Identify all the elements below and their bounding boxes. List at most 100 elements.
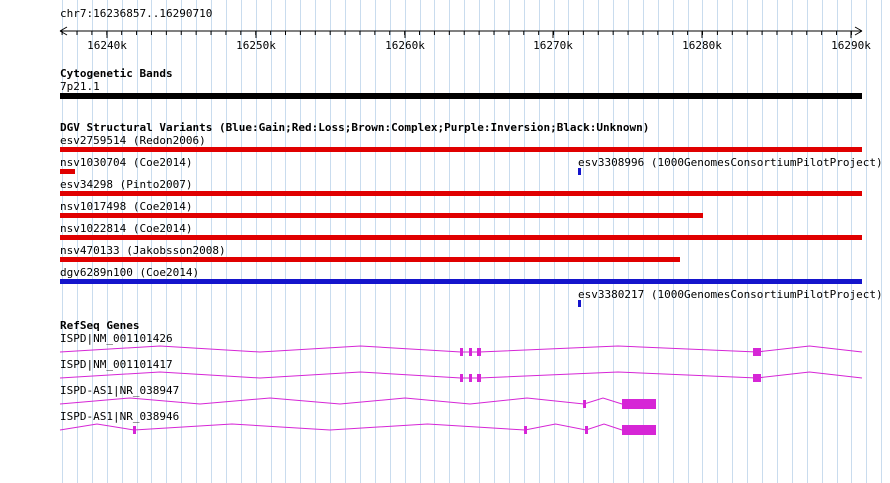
gridline — [866, 0, 868, 483]
gridline — [553, 0, 555, 483]
gene-exon — [477, 374, 481, 382]
gridline — [419, 0, 421, 483]
gridline — [151, 0, 153, 483]
gene-exon — [524, 426, 527, 434]
variant-bar-esv34298[interactable] — [60, 191, 862, 196]
variant-label-nsv1030704[interactable]: nsv1030704 (Coe2014) — [60, 156, 193, 169]
gene-exon — [753, 348, 761, 356]
gridline — [747, 0, 749, 483]
gridline — [642, 0, 644, 483]
cytoband-label: 7p21.1 — [60, 80, 100, 93]
gene-terminal-exon — [622, 399, 656, 409]
gene-exon — [460, 348, 463, 356]
ruler-tick-label: 16260k — [385, 39, 425, 52]
gridline — [881, 0, 883, 483]
gridline — [493, 0, 495, 483]
ruler-left-arrow-icon — [59, 30, 68, 36]
gene-model[interactable] — [0, 395, 890, 415]
gene-exon — [583, 400, 586, 408]
gene-model[interactable] — [0, 369, 890, 389]
gene-label[interactable]: ISPD-AS1|NR_038946 — [60, 410, 180, 423]
gridline — [106, 0, 108, 483]
gene-exon — [585, 426, 588, 434]
refseq-track-title: RefSeq Genes — [60, 319, 140, 332]
cytoband-bar[interactable] — [60, 93, 862, 99]
gridline — [330, 0, 332, 483]
gene-intron-line — [59, 397, 623, 405]
gridline — [657, 0, 659, 483]
gridline — [240, 0, 242, 483]
gene-model[interactable] — [0, 421, 890, 441]
variant-bar-esv3308996[interactable] — [578, 168, 581, 175]
variant-bar-nsv1017498[interactable] — [60, 213, 703, 218]
gridline — [702, 0, 704, 483]
variant-bar-nsv1022814[interactable] — [60, 235, 862, 240]
gridline — [628, 0, 630, 483]
cytogenetic-bands-title: Cytogenetic Bands — [60, 67, 173, 80]
gene-exon — [133, 426, 136, 434]
gridline — [568, 0, 570, 483]
gridline — [449, 0, 451, 483]
gridline — [479, 0, 481, 483]
gridline — [136, 0, 138, 483]
gene-exon — [477, 348, 481, 356]
region-label: chr7:16236857..16290710 — [60, 7, 213, 20]
gridline — [374, 0, 376, 483]
gridline — [851, 0, 853, 483]
coordinate-ruler: 16240k 16250k 16260k 16270k 16280k 16290k — [59, 26, 871, 52]
gridline — [91, 0, 93, 483]
variant-label-nsv1022814[interactable]: nsv1022814 (Coe2014) — [60, 222, 193, 235]
gridline — [315, 0, 317, 483]
gridline — [508, 0, 510, 483]
variant-bar-esv3380217[interactable] — [578, 300, 581, 307]
gridline — [523, 0, 525, 483]
gridline — [732, 0, 734, 483]
variant-bar-esv2759514[interactable] — [60, 147, 862, 152]
ruler-tick-label: 16280k — [682, 39, 722, 52]
gene-label[interactable]: ISPD|NM_001101417 — [60, 358, 173, 371]
ruler-tick-label: 16250k — [236, 39, 276, 52]
variant-label-nsv470133[interactable]: nsv470133 (Jakobsson2008) — [60, 244, 226, 257]
variant-label-nsv1017498[interactable]: nsv1017498 (Coe2014) — [60, 200, 193, 213]
ruler-left-arrow-icon — [59, 26, 68, 32]
gridline — [255, 0, 257, 483]
gridline — [464, 0, 466, 483]
gridline — [404, 0, 406, 483]
gridline — [613, 0, 615, 483]
gridline — [583, 0, 585, 483]
gridline — [389, 0, 391, 483]
gene-intron-line — [59, 423, 623, 431]
gridline — [717, 0, 719, 483]
gridline — [62, 0, 64, 483]
variant-label-esv3380217[interactable]: esv3380217 (1000GenomesConsortiumPilotPr… — [578, 288, 883, 301]
gene-label[interactable]: ISPD|NM_001101426 — [60, 332, 173, 345]
gridline — [196, 0, 198, 483]
ruler-tick-label: 16240k — [87, 39, 127, 52]
gridline — [76, 0, 78, 483]
variant-label-dgv6289n100[interactable]: dgv6289n100 (Coe2014) — [60, 266, 200, 279]
gridline — [166, 0, 168, 483]
variant-bar-dgv6289n100[interactable] — [60, 279, 862, 284]
variant-bar-nsv1030704[interactable] — [60, 169, 75, 174]
ruler-tick-label: 16270k — [533, 39, 573, 52]
gene-exon — [469, 348, 472, 356]
gridline — [598, 0, 600, 483]
gridline — [345, 0, 347, 483]
variant-label-esv2759514[interactable]: esv2759514 (Redon2006) — [60, 134, 206, 147]
variant-label-esv3308996[interactable]: esv3308996 (1000GenomesConsortiumPilotPr… — [578, 156, 883, 169]
gridline — [285, 0, 287, 483]
variant-bar-nsv470133[interactable] — [60, 257, 680, 262]
gridline — [225, 0, 227, 483]
gene-label[interactable]: ISPD-AS1|NR_038947 — [60, 384, 180, 397]
gridline — [300, 0, 302, 483]
gridline — [270, 0, 272, 483]
gridline — [776, 0, 778, 483]
variant-label-esv34298[interactable]: esv34298 (Pinto2007) — [60, 178, 193, 191]
gene-model[interactable] — [0, 343, 890, 363]
gridline — [821, 0, 823, 483]
gene-terminal-exon — [622, 425, 656, 435]
